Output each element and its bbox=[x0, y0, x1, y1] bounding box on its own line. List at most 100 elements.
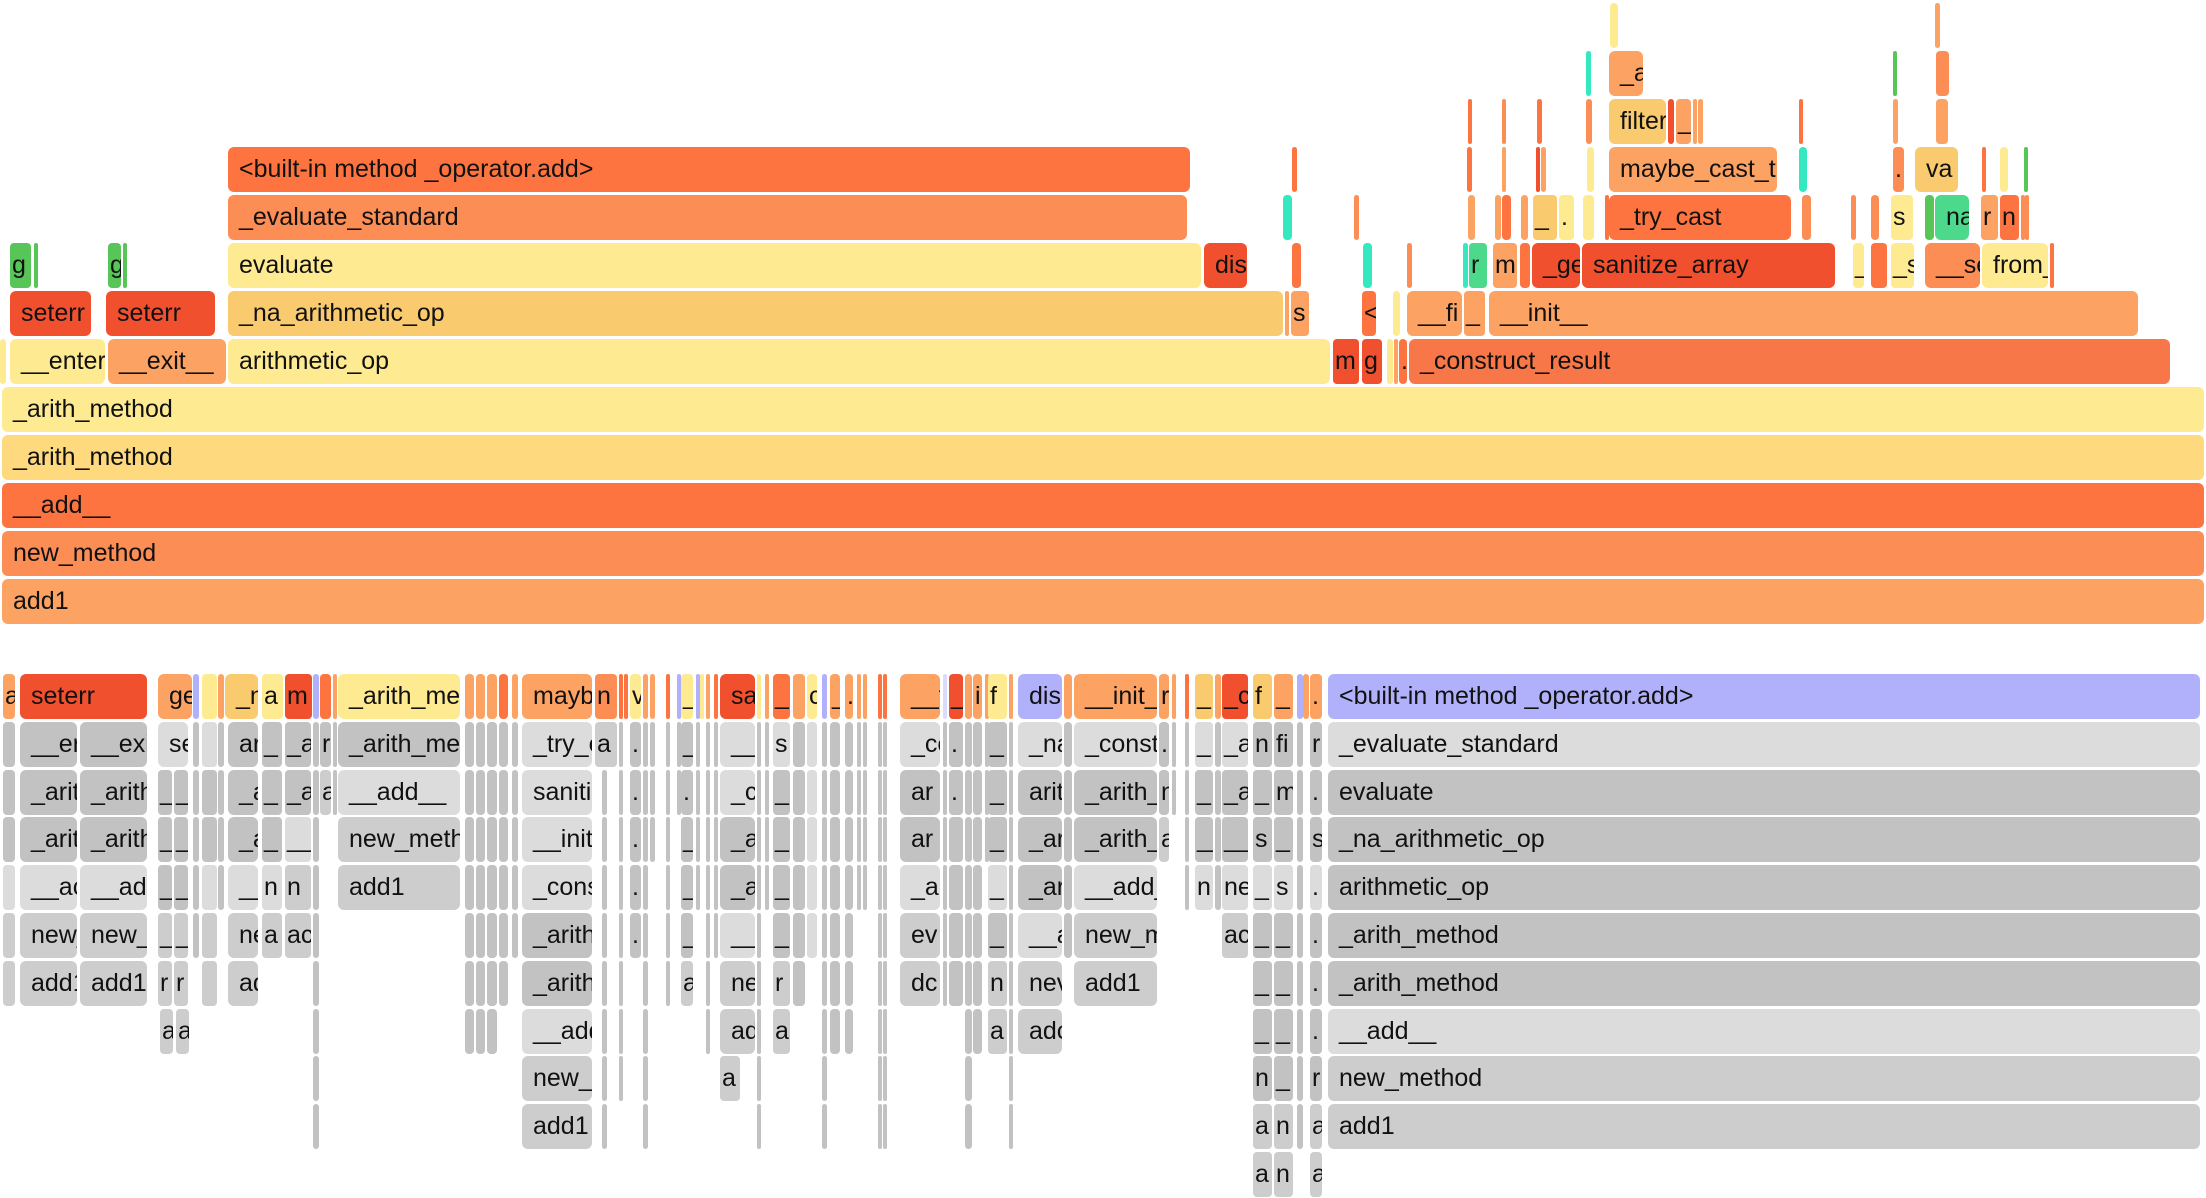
frame-sliver[interactable] bbox=[883, 674, 887, 719]
frame-disp[interactable]: disp bbox=[1018, 674, 1062, 719]
frame-new[interactable]: new_ bbox=[20, 913, 77, 958]
frame-sliver[interactable] bbox=[706, 817, 710, 862]
frame-sliver[interactable]: _ bbox=[988, 817, 1007, 862]
frame-s[interactable]: s bbox=[1253, 817, 1272, 862]
frame-add[interactable]: __add_ bbox=[1074, 865, 1157, 910]
frame-sliver[interactable]: _ bbox=[262, 817, 282, 862]
frame-sliver[interactable] bbox=[487, 865, 497, 910]
frame-seterr[interactable]: seterr bbox=[20, 674, 147, 719]
frame-sliver[interactable] bbox=[822, 865, 827, 910]
frame-sanitiz[interactable]: sanitiz bbox=[522, 770, 592, 815]
frame-sliver[interactable] bbox=[643, 722, 648, 767]
frame-add1[interactable]: add1 bbox=[1328, 1104, 2200, 1149]
frame-sliver[interactable] bbox=[985, 817, 989, 862]
frame-sliver[interactable]: _ bbox=[158, 817, 172, 862]
frame-n[interactable]: n bbox=[1253, 1056, 1272, 1101]
frame-sliver[interactable] bbox=[1925, 195, 1934, 240]
frame-arith-method[interactable]: _arith_method bbox=[2, 387, 2204, 432]
frame-sliver[interactable] bbox=[863, 770, 867, 815]
frame-sliver[interactable] bbox=[1009, 817, 1013, 862]
frame-sliver[interactable] bbox=[193, 722, 199, 767]
frame-sliver[interactable] bbox=[1292, 243, 1301, 288]
frame-sliver[interactable]: _ bbox=[773, 865, 790, 910]
frame-sliver[interactable] bbox=[602, 817, 607, 862]
frame-sliver[interactable] bbox=[487, 674, 497, 719]
frame-sliver[interactable]: . bbox=[630, 865, 641, 910]
frame-add1[interactable]: add1 bbox=[2, 579, 2204, 624]
frame-r[interactable]: r bbox=[1469, 243, 1487, 288]
frame-exit[interactable]: __exit bbox=[80, 722, 147, 767]
frame-sliver[interactable] bbox=[1502, 99, 1506, 144]
frame-sliver[interactable]: __ bbox=[285, 817, 311, 862]
frame-a[interactable]: a bbox=[320, 770, 331, 815]
frame-sliver[interactable] bbox=[1009, 674, 1013, 719]
frame-sliver[interactable] bbox=[965, 1056, 972, 1101]
frame-sliver[interactable]: < bbox=[1362, 291, 1376, 336]
frame-n[interactable]: n bbox=[1274, 1104, 1293, 1149]
frame-sliver[interactable]: . bbox=[1310, 961, 1322, 1006]
frame-sliver[interactable] bbox=[714, 817, 718, 862]
frame-c[interactable]: _c bbox=[1222, 674, 1248, 719]
frame-a[interactable]: _a bbox=[720, 865, 755, 910]
frame-arith-me[interactable]: _arith_me bbox=[338, 674, 460, 719]
frame-sliver[interactable]: _ bbox=[988, 913, 1007, 958]
frame-sliver[interactable] bbox=[476, 865, 485, 910]
frame-sliver[interactable]: __ bbox=[1222, 817, 1248, 862]
frame-sliver[interactable] bbox=[499, 770, 508, 815]
frame-sliver[interactable]: _ bbox=[1853, 243, 1864, 288]
frame-sliver[interactable] bbox=[1394, 339, 1398, 384]
frame-sliver[interactable] bbox=[1893, 51, 1897, 96]
frame-sa[interactable]: sa bbox=[720, 674, 755, 719]
frame-sliver[interactable] bbox=[1064, 817, 1072, 862]
frame-sliver[interactable] bbox=[1009, 865, 1013, 910]
frame-sliver[interactable] bbox=[830, 961, 840, 1006]
frame-sliver[interactable] bbox=[757, 817, 761, 862]
frame-sliver[interactable] bbox=[765, 722, 769, 767]
frame-sliver[interactable] bbox=[883, 817, 887, 862]
frame-sliver[interactable] bbox=[1215, 722, 1221, 767]
frame-f[interactable]: f bbox=[1253, 674, 1272, 719]
frame-n[interactable]: n bbox=[285, 865, 311, 910]
frame-sliver[interactable] bbox=[878, 1009, 882, 1054]
frame-cc[interactable]: _cc bbox=[900, 722, 940, 767]
frame-s[interactable]: s bbox=[1291, 291, 1309, 336]
frame-arith[interactable]: _arith_ bbox=[1074, 770, 1157, 815]
frame-arith[interactable]: _arith_ bbox=[1074, 817, 1157, 862]
frame-arit[interactable]: _arit bbox=[20, 770, 77, 815]
frame-sliver[interactable] bbox=[1297, 1056, 1303, 1101]
frame-sliver[interactable] bbox=[883, 913, 887, 958]
frame-sliver[interactable] bbox=[857, 817, 861, 862]
frame-sliver[interactable] bbox=[706, 913, 710, 958]
frame-sliver[interactable]: _ bbox=[1253, 961, 1272, 1006]
frame-sliver[interactable]: _ bbox=[681, 722, 693, 767]
frame-sliver[interactable] bbox=[757, 722, 761, 767]
frame-ari[interactable]: ari bbox=[228, 722, 258, 767]
frame-sliver[interactable] bbox=[499, 817, 508, 862]
frame-ne[interactable]: ne bbox=[720, 961, 755, 1006]
frame-ar[interactable]: _ar bbox=[1018, 865, 1062, 910]
frame-ad[interactable]: ad bbox=[228, 961, 258, 1006]
frame-sliver[interactable] bbox=[512, 674, 518, 719]
frame-sliver[interactable] bbox=[878, 865, 882, 910]
frame-r[interactable]: r bbox=[773, 961, 790, 1006]
frame-new-m[interactable]: new_m bbox=[1074, 913, 1157, 958]
frame-sliver[interactable] bbox=[1936, 51, 1949, 96]
frame-add[interactable]: __add__ bbox=[2, 483, 2204, 528]
frame-sliver[interactable] bbox=[714, 913, 718, 958]
frame-sliver[interactable] bbox=[512, 770, 518, 815]
frame-sliver[interactable] bbox=[706, 865, 710, 910]
frame-maybe-cast-t[interactable]: maybe_cast_t bbox=[1609, 147, 1777, 192]
frame-a[interactable]: a bbox=[262, 913, 282, 958]
frame-sliver[interactable] bbox=[1064, 913, 1072, 958]
frame-sliver[interactable] bbox=[765, 674, 769, 719]
frame-sliver[interactable] bbox=[1009, 1104, 1013, 1149]
frame-sliver[interactable] bbox=[973, 1009, 982, 1054]
frame-sanitize-array[interactable]: sanitize_array bbox=[1582, 243, 1835, 288]
frame-n[interactable]: n bbox=[2000, 195, 2019, 240]
frame-r[interactable]: r bbox=[1159, 674, 1169, 719]
frame-sliver[interactable] bbox=[1009, 961, 1013, 1006]
frame-sliver[interactable] bbox=[1468, 99, 1472, 144]
frame-sliver[interactable]: _ bbox=[158, 770, 172, 815]
frame-a[interactable]: a bbox=[595, 722, 617, 767]
frame-sliver[interactable] bbox=[765, 817, 769, 862]
